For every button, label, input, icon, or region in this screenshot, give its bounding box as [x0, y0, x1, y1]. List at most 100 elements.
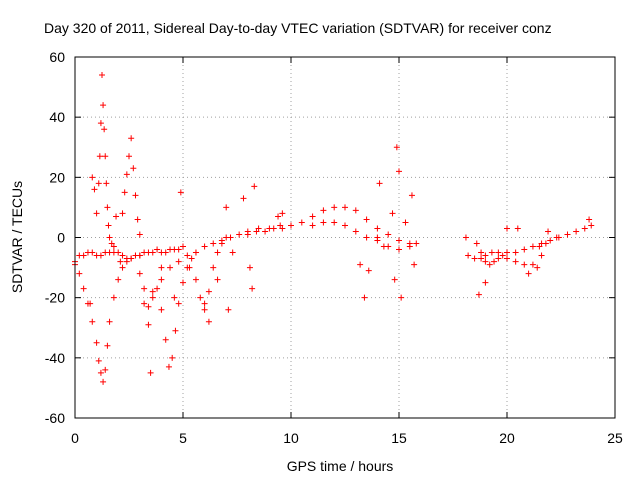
series-arc-hump: [244, 204, 420, 247]
data-point: [534, 264, 541, 271]
data-point: [119, 210, 126, 217]
data-point: [169, 354, 176, 361]
data-point: [99, 72, 105, 79]
data-point: [95, 180, 102, 187]
data-point: [141, 300, 148, 307]
data-point: [106, 234, 113, 241]
data-point: [76, 270, 83, 277]
data-point: [177, 189, 184, 196]
data-point: [402, 219, 409, 226]
data-point: [110, 294, 117, 301]
x-tick-label: 15: [391, 430, 407, 446]
data-point: [175, 258, 182, 265]
series-arc-dip-3: [192, 234, 230, 313]
series-outliers-late: [357, 144, 418, 301]
data-point: [342, 222, 348, 229]
series-arc-lower-mid: [309, 219, 413, 253]
data-point: [504, 255, 510, 262]
data-point: [465, 252, 472, 259]
data-point: [363, 234, 370, 241]
x-tick-label: 10: [283, 430, 299, 446]
data-point: [408, 192, 415, 199]
series-outliers-early: [87, 183, 286, 376]
data-point: [172, 327, 179, 334]
series-arc-dip-1: [72, 252, 143, 385]
data-point: [192, 249, 199, 256]
y-tick-label: 20: [49, 169, 65, 185]
data-point: [514, 225, 521, 232]
series-arc-late: [465, 222, 595, 262]
data-point: [158, 264, 165, 271]
data-point: [184, 252, 191, 259]
data-point: [262, 228, 269, 235]
data-point: [266, 225, 273, 232]
data-point: [229, 249, 236, 256]
data-point: [119, 264, 126, 271]
data-point: [391, 276, 398, 283]
data-point: [525, 270, 532, 277]
data-point: [255, 225, 262, 232]
data-point: [389, 210, 396, 217]
data-point: [91, 186, 98, 193]
y-tick-label: -60: [45, 410, 65, 426]
data-point: [162, 249, 169, 256]
data-point: [89, 318, 96, 325]
data-point: [275, 213, 282, 220]
data-point: [357, 261, 364, 268]
data-point: [398, 294, 405, 301]
data-point: [108, 240, 115, 247]
data-point: [240, 195, 247, 202]
data-point: [104, 204, 111, 211]
plot-frame: [74, 56, 616, 419]
data-point: [512, 258, 519, 265]
data-point: [478, 255, 485, 262]
data-point: [126, 153, 132, 160]
data-point: [374, 225, 381, 232]
data-point: [80, 252, 87, 259]
data-point: [175, 300, 182, 307]
data-point: [504, 225, 510, 232]
series-arc-spikes-2: [119, 135, 143, 238]
data-point: [149, 294, 156, 301]
grid: [75, 57, 615, 418]
data-point: [132, 192, 139, 199]
data-point: [482, 279, 489, 286]
data-point: [97, 252, 104, 259]
data-point: [97, 120, 104, 127]
data-point: [136, 231, 143, 238]
data-point: [175, 246, 182, 253]
data-point: [128, 135, 135, 142]
data-point: [393, 144, 400, 151]
data-point: [104, 342, 111, 349]
data-point: [385, 231, 392, 238]
data-point: [547, 237, 554, 244]
data-point: [100, 102, 107, 109]
x-tick-label: 25: [607, 430, 623, 446]
data-point: [581, 225, 588, 232]
data-point: [331, 204, 338, 211]
data-point: [80, 285, 87, 292]
data-point: [244, 228, 251, 235]
y-tick-label: 40: [49, 109, 65, 125]
data-point: [113, 213, 120, 220]
data-point: [102, 153, 109, 160]
data-point: [564, 231, 571, 238]
y-tick-label: 60: [49, 49, 65, 65]
series-outliers-tail: [462, 216, 593, 298]
data-point: [149, 288, 156, 295]
data-point: [376, 180, 383, 187]
data-point: [298, 219, 305, 226]
data-point: [197, 294, 204, 301]
data-point: [205, 318, 212, 325]
data-point: [154, 285, 161, 292]
data-point: [115, 276, 122, 283]
data-point: [471, 255, 478, 262]
data-point: [167, 264, 174, 271]
data-point: [352, 207, 359, 214]
data-point: [406, 243, 413, 250]
data-point: [103, 180, 110, 187]
data-point: [279, 225, 286, 232]
data-point: [277, 222, 284, 229]
data-point: [89, 174, 96, 181]
data-point: [123, 258, 130, 265]
